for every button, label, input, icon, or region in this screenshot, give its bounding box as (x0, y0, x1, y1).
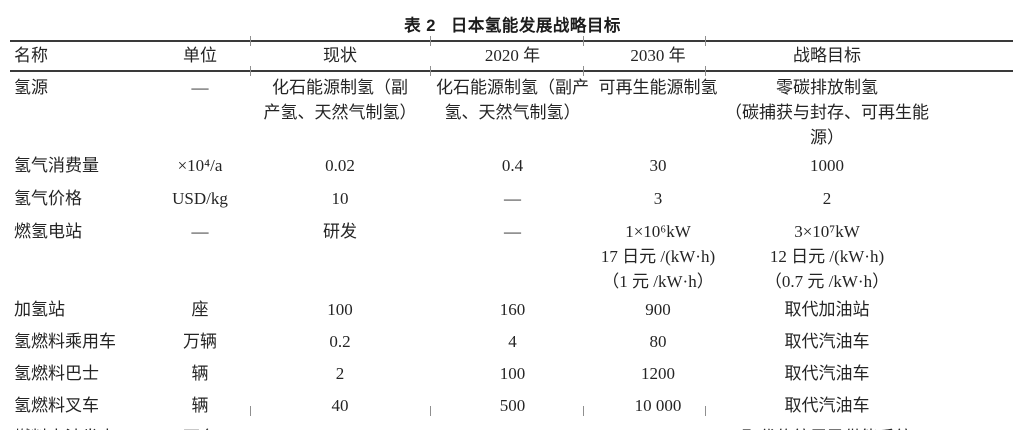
column-separator-tick (583, 66, 584, 76)
cell-unit: USD/kg (172, 189, 228, 208)
cell-name: 氢气价格 (14, 189, 82, 208)
cell-target: 零碳排放制氢 （碳捕获与封存、可再生能源） (725, 78, 929, 147)
cell-current: 2 (335, 364, 345, 383)
cell-y2030: 10 000 (634, 396, 682, 415)
cell-name: 氢燃料巴士 (14, 364, 99, 383)
cell-current: 10 (331, 189, 349, 208)
column-separator-tick (430, 66, 431, 76)
cell-current: 研发 (323, 222, 357, 241)
col-header-current: 现状 (250, 41, 430, 72)
column-separator-tick (705, 66, 706, 76)
cell-unit: — (191, 78, 209, 97)
cell-y2030: 900 (645, 300, 671, 319)
cell-y2020: 100 (499, 364, 526, 383)
cell-name: 加氢站 (14, 300, 65, 319)
col-header-2020: 2020 年 (430, 41, 595, 72)
table-caption-title: 日本氢能发展战略目标 (450, 17, 621, 35)
cell-target: 2 (822, 189, 832, 208)
cell-target: 取代汽油车 (784, 332, 870, 351)
table-row: 燃料电池发电万台22—530取代传统居民供能系统 (10, 422, 1013, 430)
cell-y2030: 1×10⁶kW 17 日元 /(kW·h) （1 元 /kW·h） (600, 222, 716, 291)
column-separator-tick (583, 36, 584, 46)
cell-current: 100 (327, 300, 353, 319)
cell-name: 燃料电池发电 (10, 422, 150, 430)
cell-target: 1000 (810, 156, 844, 175)
cell-current: 40 (331, 396, 349, 415)
cell-name: 氢源 (14, 78, 48, 97)
col-header-name: 名称 (10, 41, 150, 72)
cell-unit: 辆 (191, 364, 209, 383)
cell-y2020: 500 (499, 396, 526, 415)
cell-y2030: 530 (595, 422, 721, 430)
cell-name: 燃氢电站 (14, 222, 82, 241)
table-row: 氢气价格 USD/kg 10 — 3 2 (10, 183, 1013, 216)
cell-y2020: 化石能源制氢（副产 氢、天然气制氢） (436, 78, 589, 122)
cell-y2020: — (430, 422, 595, 430)
cell-target: 取代汽油车 (784, 364, 870, 383)
column-separator-tick (250, 406, 251, 416)
cell-target: 取代传统居民供能系统 (721, 422, 1013, 430)
cell-current: 0.2 (329, 332, 351, 351)
column-separator-tick (583, 406, 584, 416)
cell-current: 0.02 (325, 156, 355, 175)
cell-unit: 辆 (191, 396, 209, 415)
cell-unit: ×10⁴/a (177, 156, 223, 175)
table-row: 氢燃料巴士 辆 2 100 1200 取代汽油车 (10, 358, 1013, 390)
cell-target: 取代汽油车 (784, 396, 870, 415)
table-row: 燃氢电站 — 研发 — 1×10⁶kW 17 日元 /(kW·h) （1 元 /kW·h… (10, 216, 1013, 294)
strategy-table: 名称 单位 现状 2020 年 2030 年 战略目标 氢源 — 化石能源制氢（副 … (10, 40, 1013, 430)
cell-y2030: 30 (649, 156, 667, 175)
table-body: 氢源 — 化石能源制氢（副 产氢、天然气制氢） 化石能源制氢（副产 氢、天然气制氢） 可… (10, 71, 1013, 430)
cell-name: 氢燃料乘用车 (14, 332, 116, 351)
cell-y2020: 160 (499, 300, 526, 319)
cell-y2030: 可再生能源制氢 (598, 78, 718, 97)
table-row: 氢源 — 化石能源制氢（副 产氢、天然气制氢） 化石能源制氢（副产 氢、天然气制氢） 可… (10, 71, 1013, 150)
col-header-unit: 单位 (150, 41, 250, 72)
cell-name: 氢燃料叉车 (14, 396, 99, 415)
cell-unit: — (191, 222, 209, 241)
cell-y2020: 4 (508, 332, 517, 351)
table-row: 加氢站 座 100 160 900 取代加油站 (10, 294, 1013, 326)
column-separator-tick (250, 36, 251, 46)
column-separator-tick (430, 406, 431, 416)
cell-y2020: — (504, 189, 521, 208)
cell-unit: 万辆 (183, 332, 217, 351)
table-caption: 表 2 日本氢能发展战略目标 (0, 12, 1025, 36)
column-separator-tick (705, 36, 706, 46)
cell-y2030: 1200 (641, 364, 675, 383)
cell-unit: 万台 (150, 422, 250, 430)
cell-y2020: 0.4 (501, 156, 524, 175)
cell-y2020: — (504, 222, 521, 241)
cell-name: 氢气消费量 (14, 156, 99, 175)
table-row: 氢燃料乘用车 万辆 0.2 4 80 取代汽油车 (10, 326, 1013, 358)
header-row: 名称 单位 现状 2020 年 2030 年 战略目标 (10, 41, 1013, 72)
table-caption-label: 表 2 (404, 17, 436, 35)
cell-current: 化石能源制氢（副 产氢、天然气制氢） (263, 78, 417, 122)
cell-y2030: 3 (653, 189, 663, 208)
cell-y2030: 80 (649, 332, 667, 351)
cell-target: 取代加油站 (784, 300, 870, 319)
col-header-target: 战略目标 (721, 41, 1013, 72)
col-header-2030: 2030 年 (595, 41, 721, 72)
column-separator-tick (430, 36, 431, 46)
table-row: 氢燃料叉车 辆 40 500 10 000 取代汽油车 (10, 390, 1013, 422)
column-separator-tick (250, 66, 251, 76)
table-row: 氢气消费量 ×10⁴/a 0.02 0.4 30 1000 (10, 150, 1013, 183)
cell-target: 3×10⁷kW 12 日元 /(kW·h) （0.7 元 /kW·h） (764, 222, 890, 291)
cell-unit: 座 (191, 300, 209, 319)
cell-current: 22 (250, 422, 430, 430)
column-separator-tick (705, 406, 706, 416)
